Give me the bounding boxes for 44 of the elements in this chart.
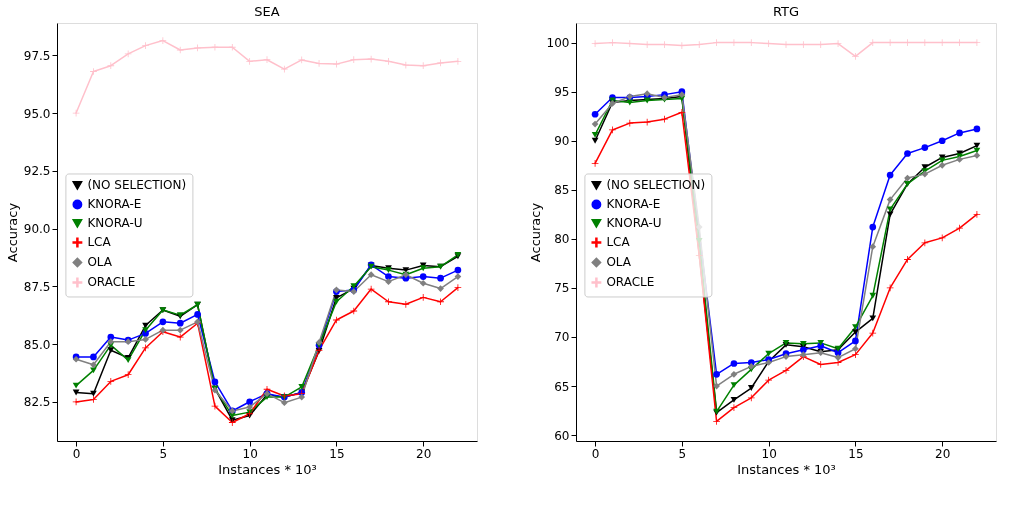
legend-label: KNORA-E bbox=[87, 197, 142, 212]
legend-label: ORACLE bbox=[87, 275, 136, 290]
legend-label: (NO SELECTION) bbox=[87, 178, 187, 193]
y-tick-label: 97.5 bbox=[23, 48, 51, 63]
x-axis-title: Instances * 10³ bbox=[218, 461, 317, 477]
x-tick-label: 10 bbox=[242, 446, 258, 461]
legend-label: KNORA-U bbox=[87, 216, 143, 231]
y-axis-title: Accuracy bbox=[4, 202, 20, 263]
x-tick-label: 20 bbox=[935, 446, 951, 461]
legend-label: LCA bbox=[606, 235, 631, 250]
x-tick-label: 5 bbox=[159, 446, 168, 461]
y-tick-label: 85 bbox=[554, 183, 570, 198]
legend-label: ORACLE bbox=[606, 275, 655, 290]
y-tick-label: 95 bbox=[554, 85, 570, 100]
x-tick-label: 0 bbox=[72, 446, 81, 461]
y-tick-label: 65 bbox=[554, 379, 570, 394]
x-tick-label: 0 bbox=[591, 446, 600, 461]
x-tick-label: 15 bbox=[329, 446, 345, 461]
legend-label: (NO SELECTION) bbox=[606, 178, 706, 193]
y-tick-label: 60 bbox=[554, 428, 570, 443]
x-tick-label: 5 bbox=[678, 446, 687, 461]
y-tick-label: 92.5 bbox=[23, 164, 51, 179]
y-tick-label: 80 bbox=[554, 232, 570, 247]
x-tick-label: 15 bbox=[848, 446, 864, 461]
legend-label: OLA bbox=[87, 255, 113, 270]
y-tick-label: 95.0 bbox=[23, 106, 51, 121]
x-tick-label: 20 bbox=[416, 446, 432, 461]
y-tick-label: 90 bbox=[554, 134, 570, 149]
chart-title: SEA bbox=[254, 4, 280, 19]
y-tick-label: 75 bbox=[554, 281, 570, 296]
legend-label: LCA bbox=[87, 235, 112, 250]
legend-label: OLA bbox=[606, 255, 632, 270]
chart-title: RTG bbox=[772, 4, 800, 19]
x-tick-label: 10 bbox=[761, 446, 777, 461]
y-tick-label: 90.0 bbox=[23, 222, 51, 237]
y-tick-label: 100 bbox=[546, 36, 570, 51]
legend-label: KNORA-U bbox=[606, 216, 662, 231]
y-tick-label: 70 bbox=[554, 330, 570, 345]
y-axis-title: Accuracy bbox=[527, 202, 543, 263]
y-tick-label: 87.5 bbox=[23, 279, 51, 294]
legend-label: KNORA-E bbox=[606, 197, 661, 212]
y-tick-label: 85.0 bbox=[23, 337, 51, 352]
y-tick-label: 82.5 bbox=[23, 395, 51, 410]
x-axis-title: Instances * 10³ bbox=[737, 461, 836, 477]
